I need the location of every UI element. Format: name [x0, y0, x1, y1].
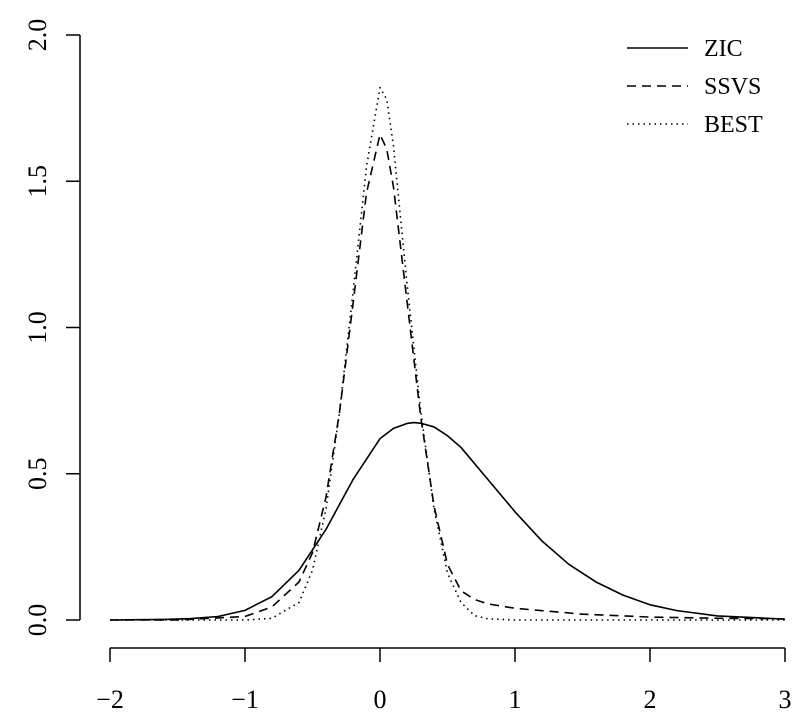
series-line-ssvs [110, 133, 786, 621]
y-tick-label: 1.0 [23, 311, 52, 344]
series-line-best [110, 86, 785, 621]
y-tick-label: 1.5 [23, 165, 52, 198]
legend: ZIC SSVS BEST [627, 36, 763, 138]
y-tick-label: 0.5 [23, 458, 52, 491]
x-tick-label: 1 [509, 685, 522, 714]
series-line-zic [109, 421, 786, 621]
x-axis: −2 −1 0 1 2 3 [96, 647, 792, 714]
legend-label-best: BEST [704, 112, 763, 138]
x-tick-label: −1 [231, 685, 259, 714]
x-tick-label: 3 [779, 685, 792, 714]
legend-label-zic: ZIC [704, 36, 743, 62]
legend-label-ssvs: SSVS [704, 74, 761, 100]
x-tick-label: 2 [644, 685, 657, 714]
y-tick-label: 2.0 [23, 19, 52, 52]
x-tick-label: −2 [96, 685, 124, 714]
y-axis: 0.0 0.5 1.0 1.5 2.0 [23, 19, 81, 637]
series-lines [109, 86, 786, 621]
x-tick-label: 0 [374, 685, 387, 714]
y-tick-label: 0.0 [23, 604, 52, 637]
